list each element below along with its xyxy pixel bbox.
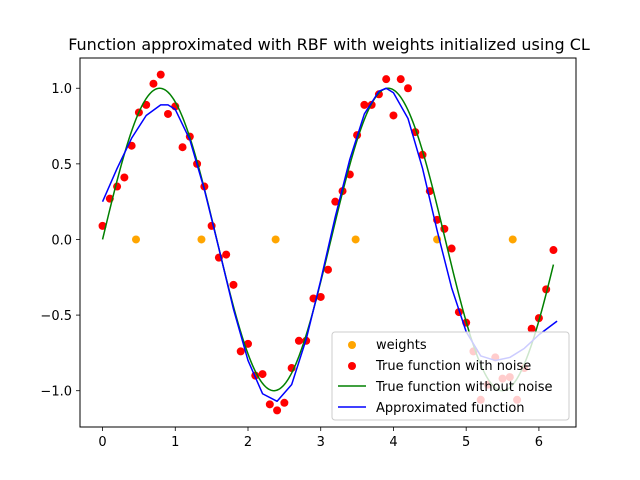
noise-point — [389, 111, 398, 120]
legend-label-weights: weights — [376, 338, 427, 353]
noise-point — [294, 336, 303, 345]
weight-point — [271, 235, 280, 244]
noise-point — [149, 79, 158, 88]
noise-point — [549, 246, 558, 255]
legend-label-true: True function without noise — [375, 380, 553, 395]
x-tick-label: 2 — [244, 435, 252, 450]
noise-point — [156, 70, 165, 79]
legend: weights True function with noise True fu… — [331, 331, 570, 421]
axes-frame — [79, 57, 577, 428]
x-tick-label: 5 — [462, 435, 470, 450]
noise-point — [360, 100, 369, 109]
noise-point — [98, 221, 107, 230]
axis-ticks: 0 1 2 3 4 5 6 −1.0 −0.5 0.0 0.5 1.0 — [40, 82, 543, 450]
legend-label-approx: Approximated function — [376, 401, 525, 416]
noise-point — [316, 292, 325, 301]
noise-point — [258, 370, 267, 379]
legend-marker-noise — [348, 362, 356, 370]
noise-point — [120, 173, 129, 182]
noise-point — [280, 398, 289, 407]
noise-point — [396, 75, 405, 84]
x-tick-label: 6 — [535, 435, 543, 450]
x-tick-label: 1 — [171, 435, 179, 450]
y-tick-label: 0.5 — [51, 158, 72, 173]
weight-point — [508, 235, 517, 244]
x-tick-label: 4 — [389, 435, 397, 450]
noise-point — [324, 265, 332, 274]
weight-point — [351, 235, 360, 244]
noise-point — [382, 75, 391, 84]
noise-point — [236, 347, 245, 356]
noise-point — [273, 406, 282, 415]
y-tick-label: 1.0 — [51, 82, 72, 97]
noise-point — [331, 197, 340, 206]
weight-point — [197, 235, 206, 244]
noise-point — [447, 244, 456, 253]
x-tick-label: 3 — [317, 435, 325, 450]
noise-point — [244, 339, 252, 348]
noise-point — [164, 109, 172, 118]
x-tick-label: 0 — [98, 435, 106, 450]
y-tick-label: −1.0 — [40, 385, 72, 400]
noise-point — [229, 280, 238, 289]
legend-label-noise: True function with noise — [375, 359, 531, 374]
noise-point — [178, 143, 187, 152]
noise-point — [404, 84, 412, 93]
legend-box — [331, 331, 570, 421]
noise-point — [527, 324, 536, 333]
y-tick-label: 0.0 — [51, 233, 72, 248]
y-tick-label: −0.5 — [40, 309, 72, 324]
noise-point — [222, 250, 231, 259]
legend-marker-weights — [348, 341, 356, 349]
weight-point — [132, 235, 140, 244]
noise-point — [265, 400, 274, 409]
chart-title: Function approximated with RBF with weig… — [68, 35, 590, 54]
